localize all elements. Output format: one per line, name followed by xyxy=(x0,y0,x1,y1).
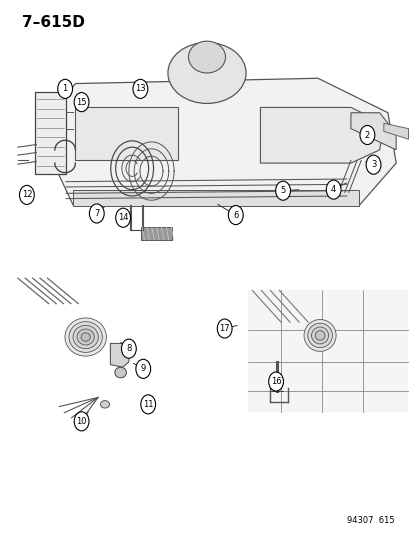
Ellipse shape xyxy=(303,319,335,351)
Text: 16: 16 xyxy=(270,377,281,386)
Polygon shape xyxy=(141,227,172,240)
Text: 5: 5 xyxy=(280,186,285,195)
Polygon shape xyxy=(383,123,408,139)
Ellipse shape xyxy=(315,330,324,340)
Circle shape xyxy=(228,206,242,224)
Circle shape xyxy=(135,359,150,378)
Polygon shape xyxy=(247,290,408,413)
Circle shape xyxy=(74,93,89,112)
FancyBboxPatch shape xyxy=(35,92,66,174)
Text: 7: 7 xyxy=(94,209,99,218)
Circle shape xyxy=(275,181,290,200)
Text: 11: 11 xyxy=(142,400,153,409)
Circle shape xyxy=(19,185,34,205)
Circle shape xyxy=(74,412,89,431)
Text: 4: 4 xyxy=(330,185,335,194)
Ellipse shape xyxy=(77,329,94,345)
Circle shape xyxy=(217,319,232,338)
Text: 7–615D: 7–615D xyxy=(22,14,85,30)
Text: 12: 12 xyxy=(21,190,32,199)
Polygon shape xyxy=(38,78,395,206)
Text: 3: 3 xyxy=(370,160,375,169)
Ellipse shape xyxy=(115,367,126,378)
Polygon shape xyxy=(75,108,178,160)
Polygon shape xyxy=(260,108,383,163)
Text: 14: 14 xyxy=(118,213,128,222)
Ellipse shape xyxy=(81,333,90,341)
Ellipse shape xyxy=(188,41,225,73)
Circle shape xyxy=(365,155,380,174)
Polygon shape xyxy=(350,113,395,150)
Circle shape xyxy=(359,125,374,144)
Text: 17: 17 xyxy=(219,324,230,333)
Circle shape xyxy=(89,204,104,223)
Ellipse shape xyxy=(311,327,328,344)
Polygon shape xyxy=(73,190,358,206)
Text: 9: 9 xyxy=(140,365,145,373)
Ellipse shape xyxy=(73,325,98,349)
Ellipse shape xyxy=(69,321,102,352)
Text: 1: 1 xyxy=(62,84,68,93)
Polygon shape xyxy=(110,343,128,367)
Ellipse shape xyxy=(307,323,332,348)
Text: 6: 6 xyxy=(233,211,238,220)
Circle shape xyxy=(57,79,72,99)
Circle shape xyxy=(133,79,147,99)
Circle shape xyxy=(121,339,136,358)
Text: 15: 15 xyxy=(76,98,87,107)
Text: 13: 13 xyxy=(135,84,145,93)
Text: 2: 2 xyxy=(364,131,369,140)
Ellipse shape xyxy=(168,43,245,103)
Circle shape xyxy=(325,180,340,199)
Circle shape xyxy=(140,395,155,414)
Ellipse shape xyxy=(65,318,106,356)
Ellipse shape xyxy=(100,401,109,408)
Circle shape xyxy=(268,372,283,391)
Text: 8: 8 xyxy=(126,344,131,353)
Text: 94307  615: 94307 615 xyxy=(346,516,394,525)
Circle shape xyxy=(115,208,130,227)
Text: 10: 10 xyxy=(76,417,87,426)
